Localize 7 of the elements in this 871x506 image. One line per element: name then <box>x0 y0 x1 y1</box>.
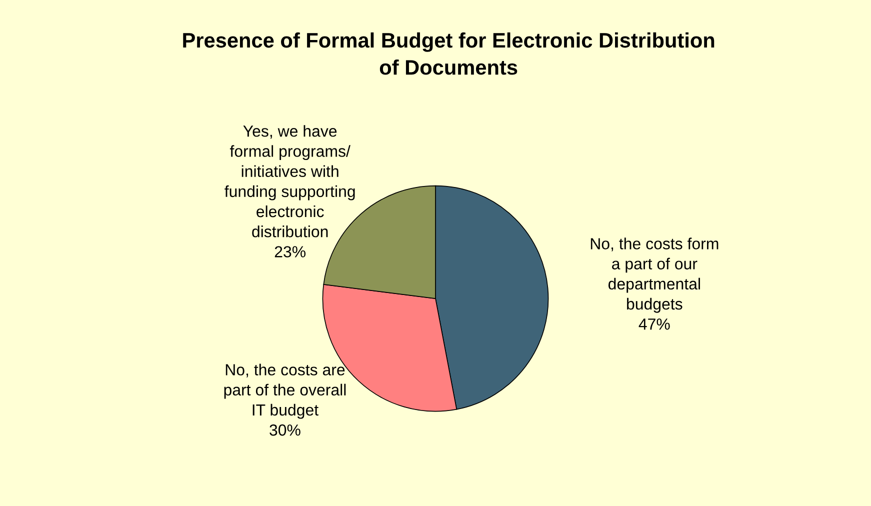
slice-label: No, the costs are part of the overall IT budget <box>224 364 346 419</box>
data-label: 23% <box>274 246 306 258</box>
slice-label: No, the costs form a part of our departmental budgets <box>590 238 718 313</box>
data-label: 30% <box>270 424 300 436</box>
slice-label: Yes, we have formal programs/ initiatives with funding supporting electronic distribution <box>224 125 355 238</box>
chart-title: Presence of Formal Budget for Electronic Distribution of Documents <box>183 32 714 75</box>
data-label: 47% <box>638 318 670 330</box>
